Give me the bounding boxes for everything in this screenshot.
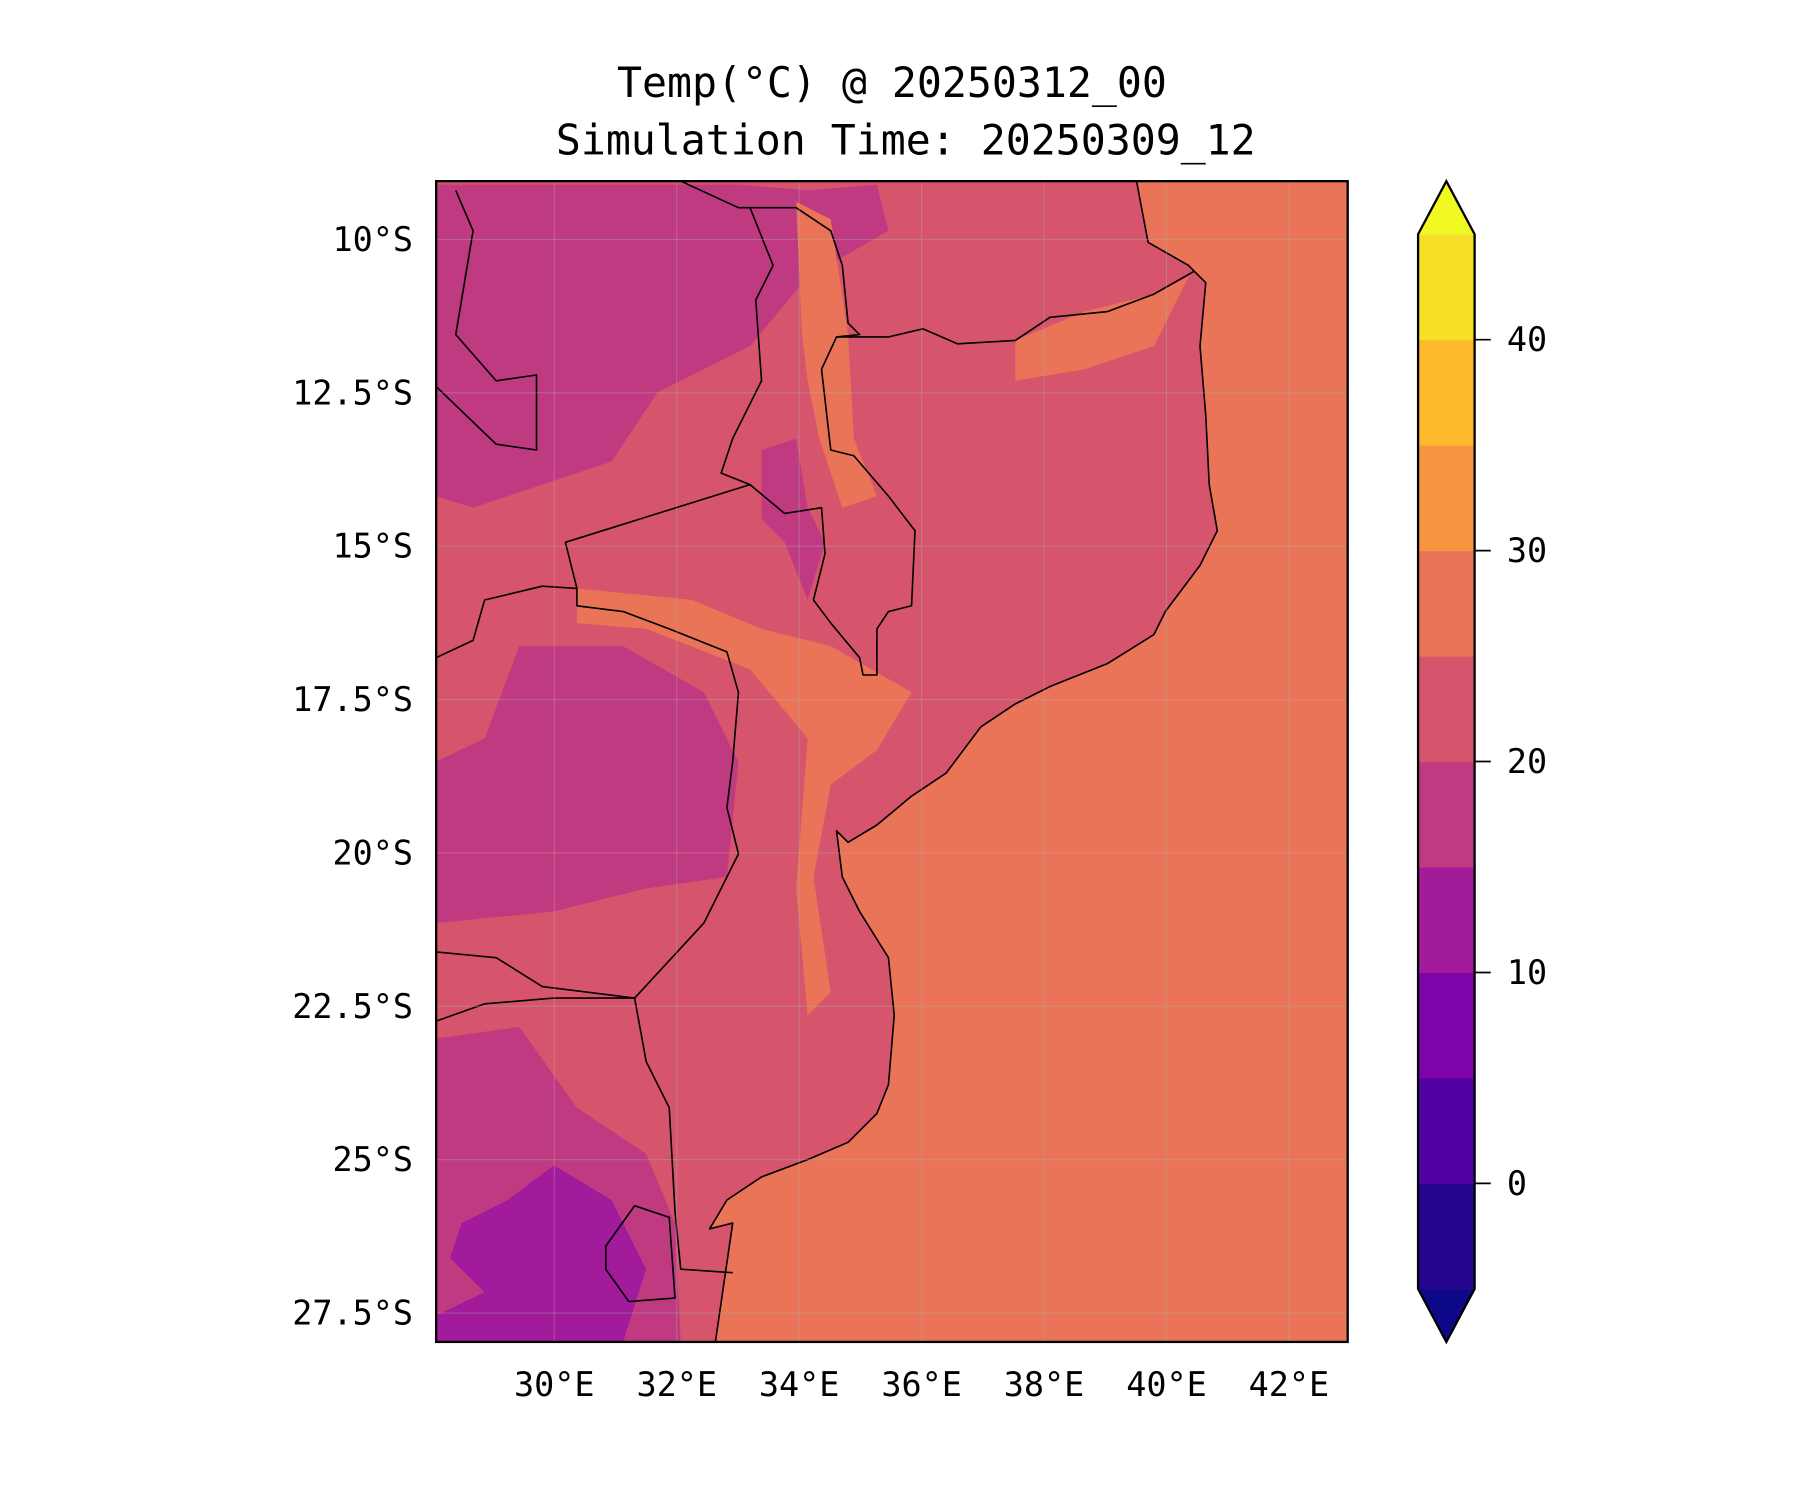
x-axis: 30°E 32°E 34°E 36°E 38°E 40°E 42°E [514, 1365, 1329, 1404]
border-eswatini [604, 1204, 676, 1303]
border-zambia-zimbabwe [436, 585, 577, 659]
border-south-africa-zimbabwe [436, 997, 635, 1022]
map-frame [434, 179, 1349, 1344]
coastline [708, 181, 1219, 1342]
colorbar-band [1418, 761, 1475, 868]
border-botswana-south-africa [436, 951, 635, 999]
chart-subtitle: Simulation Time: 20250309_12 [556, 116, 1256, 165]
colorbar-extend-max [1418, 181, 1475, 235]
colorbar-band [1418, 1183, 1475, 1290]
x-tick-label: 40°E [1126, 1365, 1207, 1404]
colorbar-band [1418, 1077, 1475, 1184]
border-malawi [680, 181, 916, 676]
colorbar-band [1418, 445, 1475, 552]
colorbar-band [1418, 234, 1475, 341]
y-tick-label: 17.5°S [292, 680, 413, 719]
y-axis: 10°S 12.5°S 15°S 17.5°S 20°S 22.5°S 25°S 27.5°S [292, 220, 413, 1333]
colorbar-band [1418, 972, 1475, 1079]
colorbar-outline [1416, 178, 1476, 1345]
field-region-15-20-north [436, 184, 889, 508]
y-tick-label: 20°S [333, 833, 414, 872]
colorbar-extend-min [1418, 1288, 1475, 1342]
colorbar-band [1418, 339, 1475, 446]
x-tick-label: 30°E [514, 1365, 595, 1404]
field-region-25-30-valley [576, 588, 912, 1016]
colorbar-tick-label: 40 [1507, 320, 1547, 359]
field-region-25-30-north [1015, 276, 1189, 381]
y-tick-label: 10°S [333, 220, 414, 259]
field-region-10-15-south [436, 1165, 647, 1342]
colorbar-tick-label: 10 [1507, 953, 1547, 992]
gridlines [436, 181, 1348, 1342]
map-area [436, 181, 1348, 1342]
x-tick-label: 36°E [881, 1365, 962, 1404]
x-tick-label: 38°E [1004, 1365, 1085, 1404]
border-zambia-mozambique [564, 483, 751, 1274]
colorbar-band [1418, 867, 1475, 974]
y-tick-label: 12.5°S [292, 373, 413, 412]
y-tick-label: 15°S [333, 527, 414, 566]
colorbar-tick-label: 0 [1507, 1164, 1527, 1203]
x-tick-label: 42°E [1249, 1365, 1330, 1404]
ocean-field-25-30 [709, 181, 1348, 1342]
field-region-25-30-lake [796, 201, 877, 508]
border-mozambique-north [836, 270, 1195, 345]
colorbar-tick-label: 20 [1507, 742, 1547, 781]
y-tick-label: 25°S [333, 1140, 414, 1179]
y-tick-label: 22.5°S [292, 987, 413, 1026]
x-tick-label: 32°E [636, 1365, 717, 1404]
colorbar-tick-label: 30 [1507, 531, 1547, 570]
y-tick-label: 27.5°S [292, 1294, 413, 1333]
border-zambia-west [436, 190, 538, 451]
colorbar: 0 10 20 30 40 [1416, 178, 1547, 1345]
x-tick-label: 34°E [759, 1365, 840, 1404]
chart-title: Temp(°C) @ 20250312_00 [617, 58, 1167, 107]
field-region-15-20-central [436, 646, 739, 924]
colorbar-band [1418, 656, 1475, 763]
field-region-15-20-lakewest [761, 438, 825, 600]
colorbar-band [1418, 550, 1475, 657]
